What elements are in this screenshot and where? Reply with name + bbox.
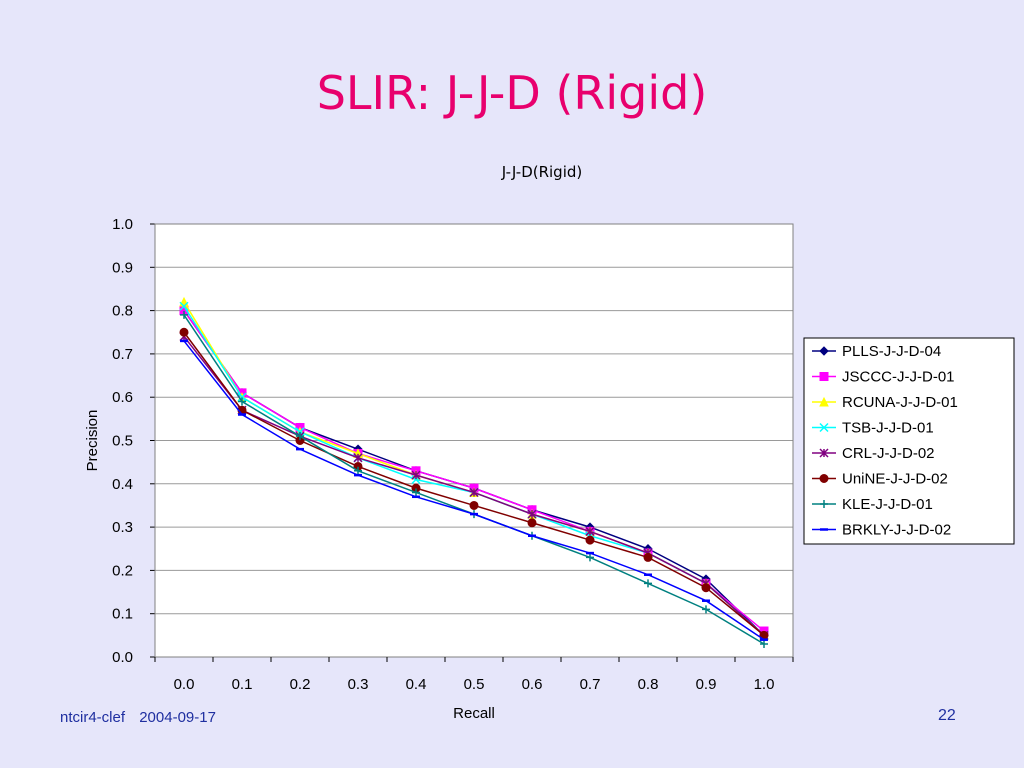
legend-label-5: CRL-J-J-D-02 [842,445,935,462]
x-tick-label: 0.7 [580,676,601,693]
chart-title: J-J-D(Rigid) [501,163,583,181]
y-tick-label: 0.1 [112,606,133,623]
series-6-point [585,535,595,545]
page-number: 22 [938,707,956,724]
series-5-point [411,470,421,480]
legend-marker-4 [819,422,829,433]
y-tick-label: 0.7 [112,346,133,363]
x-tick-label: 0.4 [406,676,427,693]
legend-marker-3 [819,396,829,407]
y-tick-label: 0.3 [112,519,133,536]
plot-border [154,223,794,658]
y-tick-label: 0.4 [112,476,133,493]
series-5-point [353,453,363,463]
series-7-point [586,553,594,562]
legend-label-6: UniNE-J-J-D-02 [842,471,948,488]
y-tick-label: 0.9 [112,259,133,276]
series-7-point [644,579,652,588]
x-tick-label: 0.0 [174,676,195,693]
series-6-point [527,518,537,528]
legend-marker-7 [820,500,828,508]
y-tick-label: 0.0 [112,649,133,666]
series-4-point [237,392,247,402]
x-axis-label: Recall [453,705,495,722]
footer-date: 2004-09-17 [139,709,216,726]
series-6-point [469,500,479,510]
legend-label-1: PLLS-J-J-D-04 [842,343,941,360]
legend-label-3: RCUNA-J-J-D-01 [842,394,958,411]
series-7-point [412,488,420,497]
series-7-point [180,310,188,319]
series-6-point [179,327,189,337]
x-tick-label: 0.1 [232,676,253,693]
x-tick-label: 1.0 [754,676,775,693]
series-7-point [354,466,362,475]
x-tick-label: 0.8 [638,676,659,693]
y-tick-label: 0.5 [112,433,133,450]
series-4-point [179,301,189,311]
series-5-point [585,526,595,536]
legend-marker-1 [819,346,829,356]
y-tick-label: 0.8 [112,303,133,320]
legend-label-8: BRKLY-J-J-D-02 [842,522,951,539]
legend-label-7: KLE-J-J-D-01 [842,496,933,513]
series-7-point [296,432,304,441]
footer-source: ntcir4-clef [60,709,126,726]
x-tick-label: 0.3 [348,676,369,693]
y-axis-label: Precision [84,410,101,472]
legend-label-4: TSB-J-J-D-01 [842,420,934,437]
legend-marker-6 [819,474,829,483]
y-tick-label: 0.2 [112,562,133,579]
legend-marker-2 [819,372,829,381]
series-7-point [702,605,710,614]
y-tick-label: 1.0 [112,216,133,233]
y-tick-label: 0.6 [112,389,133,406]
series-5-point [469,487,479,497]
x-tick-label: 0.6 [522,676,543,693]
legend-label-2: JSCCC-J-J-D-01 [842,369,955,386]
series-7-point [760,640,768,649]
series-6-point [701,583,711,593]
legend-box [803,337,1015,545]
series-7-point [238,397,246,406]
series-6-point [643,552,653,562]
footer-left: ntcir4-clef 2004-09-17 [60,709,226,726]
x-tick-label: 0.9 [696,676,717,693]
x-tick-label: 0.2 [290,676,311,693]
x-tick-label: 0.5 [464,676,485,693]
slide-title: SLIR: J-J-D (Rigid) [316,66,708,120]
legend-marker-5 [819,448,829,458]
series-5-point [527,509,537,519]
